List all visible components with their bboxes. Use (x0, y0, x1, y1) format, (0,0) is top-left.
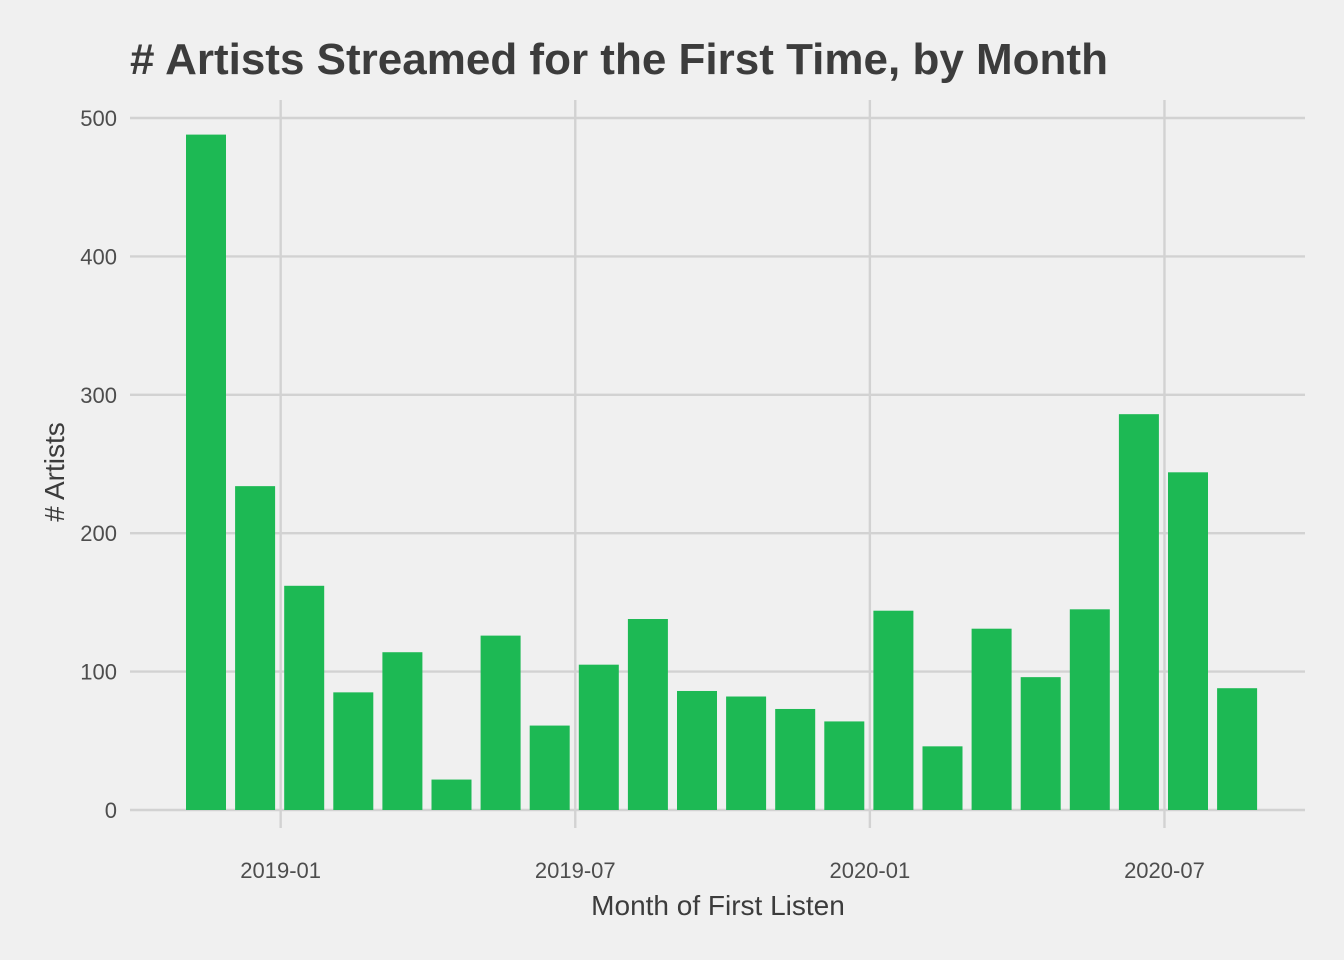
bar (922, 746, 963, 810)
y-tick-label: 200 (80, 521, 117, 546)
y-axis-title: # Artists (39, 422, 70, 522)
bar (627, 619, 668, 810)
bar (1020, 677, 1061, 810)
bar (1168, 472, 1208, 810)
bar (971, 628, 1012, 810)
x-tick-label: 2020-07 (1124, 858, 1205, 883)
bar (1069, 609, 1110, 810)
y-tick-label: 100 (80, 660, 117, 685)
bars (186, 134, 1258, 810)
y-tick-label: 0 (105, 798, 117, 823)
bar (1217, 688, 1258, 810)
x-tick-label: 2019-07 (535, 858, 616, 883)
bar (284, 585, 325, 810)
bar (1118, 414, 1159, 810)
grid-lines (130, 100, 1305, 828)
bar (431, 779, 472, 810)
bar (480, 635, 521, 810)
tick-labels: 0 100 200 300 400 500 2019-01 2019-07 2020-01 202… (80, 106, 1205, 883)
y-tick-label: 300 (80, 383, 117, 408)
bar (726, 696, 767, 810)
y-tick-label: 500 (80, 106, 117, 131)
bar (873, 610, 914, 810)
x-axis-title: Month of First Listen (591, 890, 845, 921)
bar (677, 690, 717, 810)
bar (382, 652, 423, 810)
x-tick-label: 2020-01 (829, 858, 910, 883)
bar (186, 134, 226, 810)
bar (578, 664, 619, 810)
bar (333, 692, 374, 810)
chart-title: # Artists Streamed for the First Time, b… (130, 35, 1108, 84)
bar (235, 486, 276, 810)
bar (775, 708, 816, 810)
bar (529, 725, 570, 810)
bar (824, 721, 865, 810)
y-tick-label: 400 (80, 244, 117, 269)
x-tick-label: 2019-01 (240, 858, 321, 883)
